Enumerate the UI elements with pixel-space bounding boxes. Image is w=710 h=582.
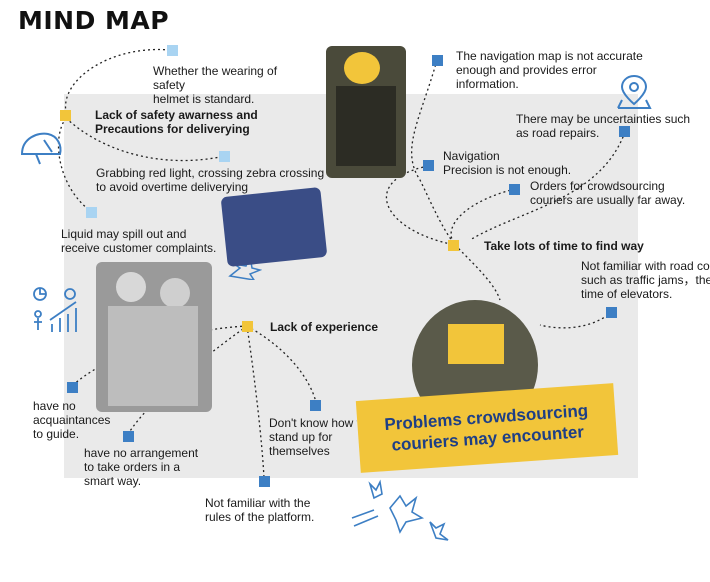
- helmet-icon: [20, 132, 62, 165]
- leaf-marker-road-repairs: [619, 126, 630, 137]
- branch-marker-safety: [60, 110, 71, 121]
- leaf-marker-nav-precision: [423, 160, 434, 171]
- page-title: MIND MAP: [18, 6, 170, 35]
- branch-find-way: Take lots of time to find way: [484, 239, 644, 253]
- branch-safety: Lack of safety awarness and Precautions …: [95, 108, 258, 136]
- branch-experience: Lack of experience: [270, 320, 379, 334]
- leaf-nav-precision: Navigation Precision is not enough.: [443, 149, 572, 177]
- location-pin-icon: [617, 74, 652, 109]
- leaf-stand-up: Don't know how to stand up for themselve…: [269, 416, 357, 458]
- leaf-marker-road-conditions: [606, 307, 617, 318]
- leaf-red-light: Grabbing red light, crossing zebra cross…: [96, 166, 325, 194]
- courier-photo-helmet: [326, 46, 406, 178]
- leaf-acquaintances: have no acquaintances to guide.: [33, 399, 111, 441]
- leaf-marker-liquid: [86, 207, 97, 218]
- leaf-road-repairs: There may be uncertainties such as road …: [516, 112, 691, 140]
- leaf-arrangement: have no arrangement to take orders in a …: [84, 446, 199, 488]
- scooter-photo: [220, 186, 328, 268]
- center-label: Problems crowdsourcing couriers may enco…: [383, 400, 589, 455]
- leaf-marker-far-away: [509, 184, 520, 195]
- couriers-rain-photo: [96, 262, 212, 412]
- splash-icon: [351, 479, 449, 541]
- leaf-nav-map: The navigation map is not accurate enoug…: [456, 49, 643, 91]
- leaf-far-away: Orders for crowdsourcing couriers are us…: [530, 179, 686, 207]
- branch-marker-experience: [242, 321, 253, 332]
- leaf-marker-nav-map: [432, 55, 443, 66]
- leaf-marker-arrangement: [123, 431, 134, 442]
- branch-marker-find-way: [448, 240, 459, 251]
- leaf-rules: Not familiar with the rules of the platf…: [205, 496, 315, 524]
- leaf-marker-red-light: [219, 151, 230, 162]
- leaf-marker-helmet: [167, 45, 178, 56]
- leaf-helmet: Whether the wearing of safety helmet is …: [153, 64, 278, 106]
- leaf-liquid: Liquid may spill out and receive custome…: [61, 227, 217, 255]
- leaf-marker-rules: [259, 476, 270, 487]
- leaf-road-conditions: Not familiar with road conditions such a…: [581, 259, 710, 301]
- leaf-marker-acquaintances: [67, 382, 78, 393]
- people-chart-icon: [33, 287, 77, 332]
- leaf-marker-stand-up: [310, 400, 321, 411]
